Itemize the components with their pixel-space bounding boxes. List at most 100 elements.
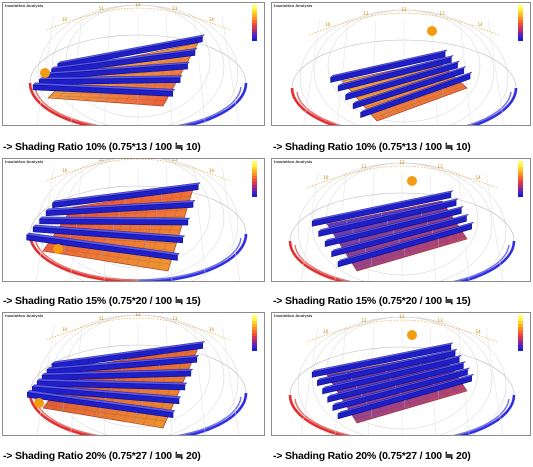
dome-grid-line: [221, 14, 240, 125]
sun-path-label: 13: [172, 316, 178, 321]
shading-blade-top: [329, 49, 448, 78]
ring-red-arc: [288, 394, 346, 435]
legend-swatch: [518, 194, 523, 197]
sun-path: [46, 7, 230, 31]
panel-header-1: Insolation Analysis: [5, 4, 44, 8]
sun-path-label: 11: [99, 316, 105, 321]
caption-4: -> Shading Ratio 15% (0.75*20 / 100 ≒ 15…: [273, 295, 471, 307]
legend-swatch: [252, 182, 257, 185]
legend-swatch: [252, 176, 257, 179]
sun-path-label: 14: [476, 329, 482, 334]
shading-blade-top: [316, 348, 458, 381]
dome-grid-line: [193, 14, 206, 125]
analysis-panel-2: 10 11 12 13 14 Insolation Analysis: [271, 2, 531, 126]
mesh-line: [341, 371, 455, 400]
mesh-line: [354, 387, 465, 420]
sun-path-label: 13: [172, 159, 178, 162]
panel-header-4: Insolation Analysis: [274, 160, 313, 164]
legend-swatch: [252, 5, 257, 8]
ring-blue-arc: [184, 82, 248, 125]
shading-blade-top: [332, 367, 471, 406]
caption-2: -> Shading Ratio 10% (0.75*13 / 100 ≒ 10…: [273, 141, 471, 153]
shading-blade-top: [321, 354, 462, 390]
shading-blade-top: [352, 66, 466, 104]
ring-red-arc: [28, 82, 92, 125]
mesh-line: [45, 247, 171, 265]
ring-blue-inner: [452, 244, 510, 281]
legend-swatch: [518, 29, 523, 32]
legend-swatch: [518, 182, 523, 185]
legend-swatch: [518, 170, 523, 173]
sun-path-label: 11: [363, 11, 369, 16]
color-legend-1: [252, 5, 259, 41]
legend-swatch: [252, 179, 257, 182]
shading-blade-top: [36, 378, 188, 386]
shading-blade-top: [39, 216, 191, 221]
legend-swatch: [518, 8, 523, 11]
legend-swatch: [252, 336, 257, 339]
ring-red-inner: [34, 237, 139, 281]
legend-swatch: [518, 173, 523, 176]
mesh-line: [346, 226, 459, 256]
legend-swatch: [518, 342, 523, 345]
ring-red-inner: [294, 244, 352, 281]
sun-icon: [53, 244, 63, 254]
scene-6: 10 11 12 13 14: [288, 314, 516, 435]
legend-swatch: [252, 330, 257, 333]
dome-grid-line: [303, 19, 321, 125]
sun-path-label: 14: [209, 327, 215, 332]
caption-6: -> Shading Ratio 20% (0.75*27 / 100 ≒ 20…: [273, 450, 471, 462]
ring-blue-inner: [177, 86, 242, 125]
sun-path: [46, 317, 230, 341]
legend-swatch: [252, 170, 257, 173]
sun-path-label: 14: [476, 175, 482, 180]
sun-path-label: 12: [135, 313, 141, 317]
legend-swatch: [518, 324, 523, 327]
legend-swatch: [518, 20, 523, 23]
mesh-line: [351, 232, 463, 264]
legend-swatch: [252, 345, 257, 348]
shading-blade-top: [344, 60, 461, 96]
legend-swatch: [518, 38, 523, 41]
color-legend-6: [518, 315, 525, 351]
shading-blade-top: [337, 373, 475, 415]
sun-path: [306, 165, 498, 189]
scene-1: 10 11 12 13 14: [28, 3, 248, 125]
sun-icon: [407, 330, 417, 340]
mesh-line: [371, 83, 463, 115]
mesh-line: [374, 365, 404, 410]
mesh-line: [403, 360, 431, 402]
sun-path-label: 10: [323, 329, 329, 334]
dome-grid-line: [485, 326, 504, 435]
panel-header-2: Insolation Analysis: [274, 4, 313, 8]
analysis-panel-4: 10 11 12 13 14 Insolation Analysis: [271, 158, 531, 282]
ring-blue-arc: [458, 240, 516, 281]
panel-header-3: Insolation Analysis: [5, 160, 44, 164]
ring-red-inner: [294, 398, 352, 435]
legend-swatch: [518, 339, 523, 342]
legend-swatch: [518, 167, 523, 170]
sun-icon: [407, 176, 417, 186]
ring-red-arc: [288, 240, 346, 281]
color-legend-4: [518, 161, 525, 197]
sun-path-label: 11: [99, 6, 105, 11]
legend-swatch: [518, 330, 523, 333]
legend-swatch: [252, 327, 257, 330]
sun-path-label: 11: [99, 159, 105, 162]
legend-swatch: [518, 321, 523, 324]
ring-blue-arc: [471, 87, 518, 125]
legend-swatch: [252, 167, 257, 170]
sun-path-label: 12: [399, 314, 405, 319]
sun-path-label: 12: [399, 160, 405, 165]
ring-red-arc: [28, 233, 139, 281]
color-legend-2: [518, 5, 525, 41]
legend-swatch: [252, 318, 257, 321]
dome-grid-line: [457, 326, 470, 435]
mesh-line: [52, 236, 177, 244]
legend-swatch: [252, 194, 257, 197]
legend-swatch: [518, 185, 523, 188]
legend-swatch: [518, 336, 523, 339]
